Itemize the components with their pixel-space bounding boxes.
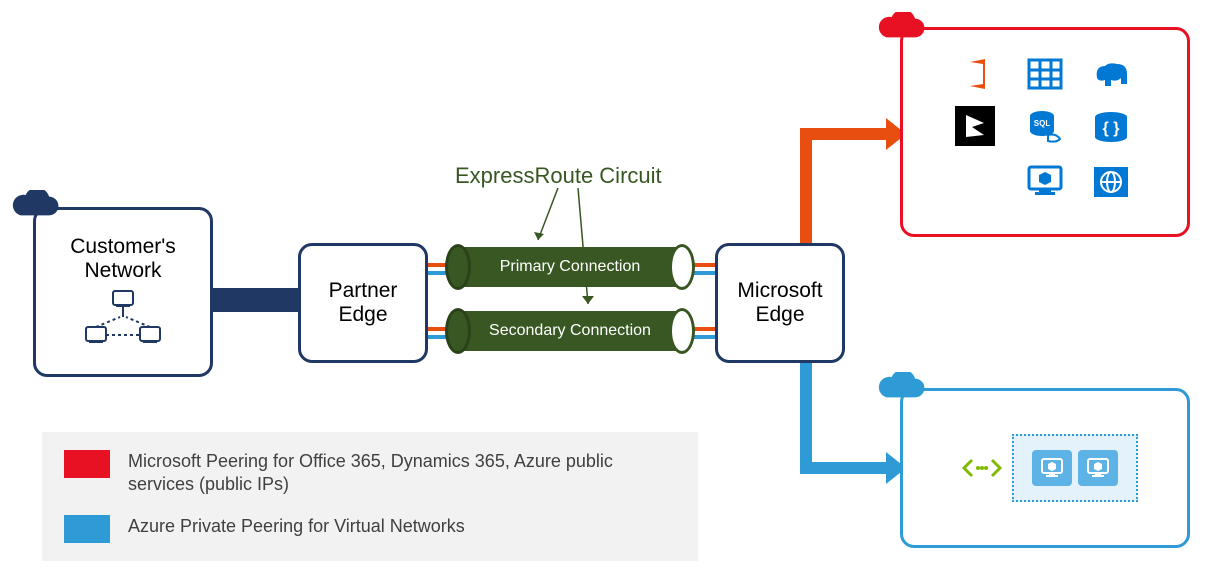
legend-text-private-peering: Azure Private Peering for Virtual Networ… [128,515,465,538]
pipe-secondary-label: Secondary Connection [489,322,651,340]
legend-swatch-blue [64,515,110,543]
storage-table-icon [1021,52,1069,96]
node-customer-label1: Customer's [70,235,176,259]
lan-icon [80,289,166,349]
svg-text:SQL: SQL [1034,119,1051,128]
pipe-secondary: Secondary Connection [455,311,685,351]
svg-text:{ }: { } [1103,120,1120,137]
legend-row-private-peering: Azure Private Peering for Virtual Networ… [64,515,676,543]
office-365-icon [955,52,1003,96]
elbow-blue-vertical [800,360,812,474]
hdinsight-elephant-icon [1087,52,1135,96]
node-customer-label2: Network [84,259,161,283]
legend: Microsoft Peering for Office 365, Dynami… [42,432,698,561]
node-msedge-label2: Edge [755,303,804,327]
vm-cube-icon [1021,160,1069,204]
legend-row-ms-peering: Microsoft Peering for Office 365, Dynami… [64,450,676,497]
node-customer-network: Customer's Network [33,207,213,377]
legend-swatch-red [64,450,110,478]
node-partner-label2: Edge [338,303,387,327]
circuit-title: ExpressRoute Circuit [455,163,662,189]
vm-icon-1 [1032,450,1072,486]
dynamics-365-icon [955,106,995,146]
node-vnet [900,388,1190,548]
vm-icon-2 [1078,450,1118,486]
vnet-peering-glyph-icon [962,456,1002,480]
node-microsoft-edge: Microsoft Edge [715,243,845,363]
vnet-subnet [1012,434,1138,502]
elbow-orange-vertical [800,128,812,246]
website-globe-icon [1087,160,1135,204]
connector-customer-partner [213,288,298,312]
empty-slot [955,160,1003,204]
elbow-orange-horizontal [800,128,890,140]
node-msedge-label1: Microsoft [737,279,822,303]
legend-text-ms-peering: Microsoft Peering for Office 365, Dynami… [128,450,648,497]
circuit-arrow-1 [530,188,570,248]
cloud-icon-vnet [876,372,926,404]
cloud-icon-ms-services [876,12,926,44]
node-ms-public-services: SQL { } [900,27,1190,237]
sql-database-icon: SQL [1021,106,1069,150]
node-partner-label1: Partner [329,279,398,303]
elbow-blue-horizontal [800,462,890,474]
services-icon-grid: SQL { } [955,52,1135,204]
node-partner-edge: Partner Edge [298,243,428,363]
json-braces-icon: { } [1087,106,1135,150]
circuit-arrow-2 [570,188,610,313]
cloud-icon-customer [10,190,60,222]
